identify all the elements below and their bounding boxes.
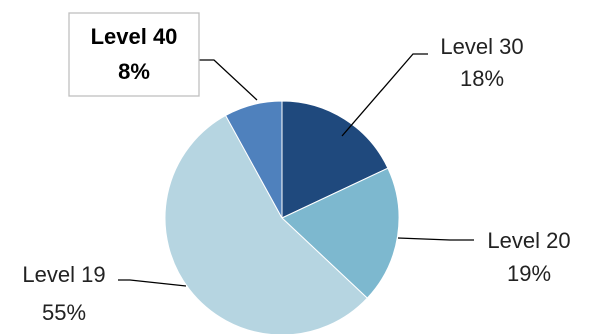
slice-value-level-19: 55% (42, 300, 86, 325)
slice-label-level-40: Level 40 (91, 24, 178, 49)
pie-slice-level-19 (164, 114, 368, 334)
slice-value-level-20: 19% (507, 261, 551, 286)
pie-slice-level-40 (224, 100, 283, 219)
slice-label-level-19: Level 19 (22, 262, 105, 287)
pie-slice-level-20 (281, 167, 400, 299)
leader-line-level-30 (341, 53, 428, 137)
leader-line-level-20 (397, 237, 474, 241)
leader-line-level-19 (118, 279, 187, 287)
pie-slices (164, 100, 400, 334)
slice-label-level-30: Level 30 (440, 34, 523, 59)
pie-slice-level-30 (281, 100, 389, 219)
slice-value-level-40: 8% (118, 59, 150, 84)
slice-label-level-20: Level 20 (487, 228, 570, 253)
leader-line-level-40 (199, 59, 258, 101)
slice-value-level-30: 18% (460, 66, 504, 91)
callout-box-level-40 (68, 12, 200, 97)
